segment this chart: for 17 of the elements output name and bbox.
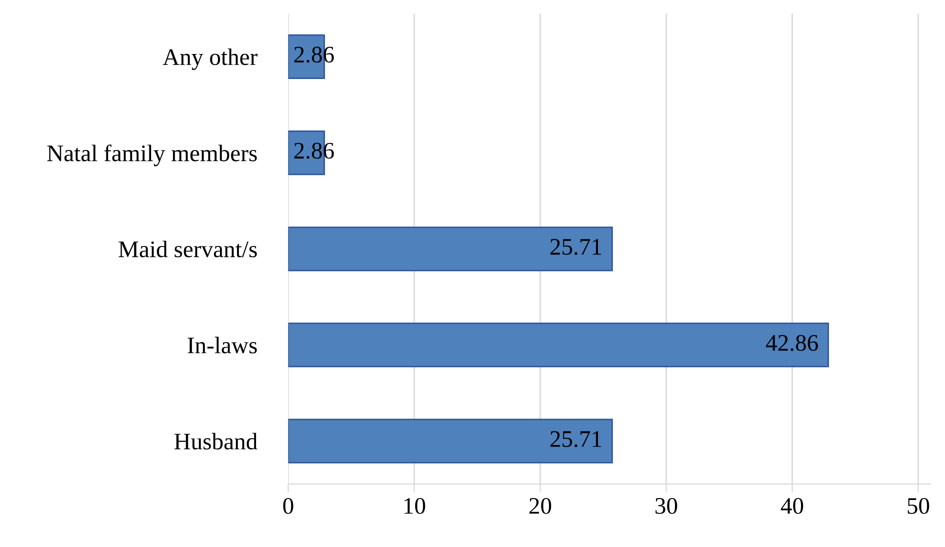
y-tick-label: Maid servant/s: [118, 240, 257, 258]
y-tick-label: Any other: [162, 48, 258, 70]
x-tick-label: 10: [404, 498, 426, 514]
y-tick-label: In-laws: [188, 336, 257, 354]
data-label: 25.71: [550, 431, 602, 448]
data-label: 42.86: [766, 334, 818, 351]
y-tick-label: Husband: [174, 432, 258, 450]
y-tick-label: Natal family members: [47, 144, 257, 166]
x-tick-label: 40: [780, 498, 804, 514]
x-tick-label: 0: [283, 498, 294, 514]
x-tick-label: 50: [908, 498, 930, 514]
bar: [288, 418, 613, 464]
x-tick-label: 20: [529, 498, 552, 514]
bar: [288, 322, 829, 368]
data-label: 25.71: [550, 238, 602, 255]
bar: [288, 226, 613, 272]
x-tick-label: 30: [656, 498, 678, 514]
